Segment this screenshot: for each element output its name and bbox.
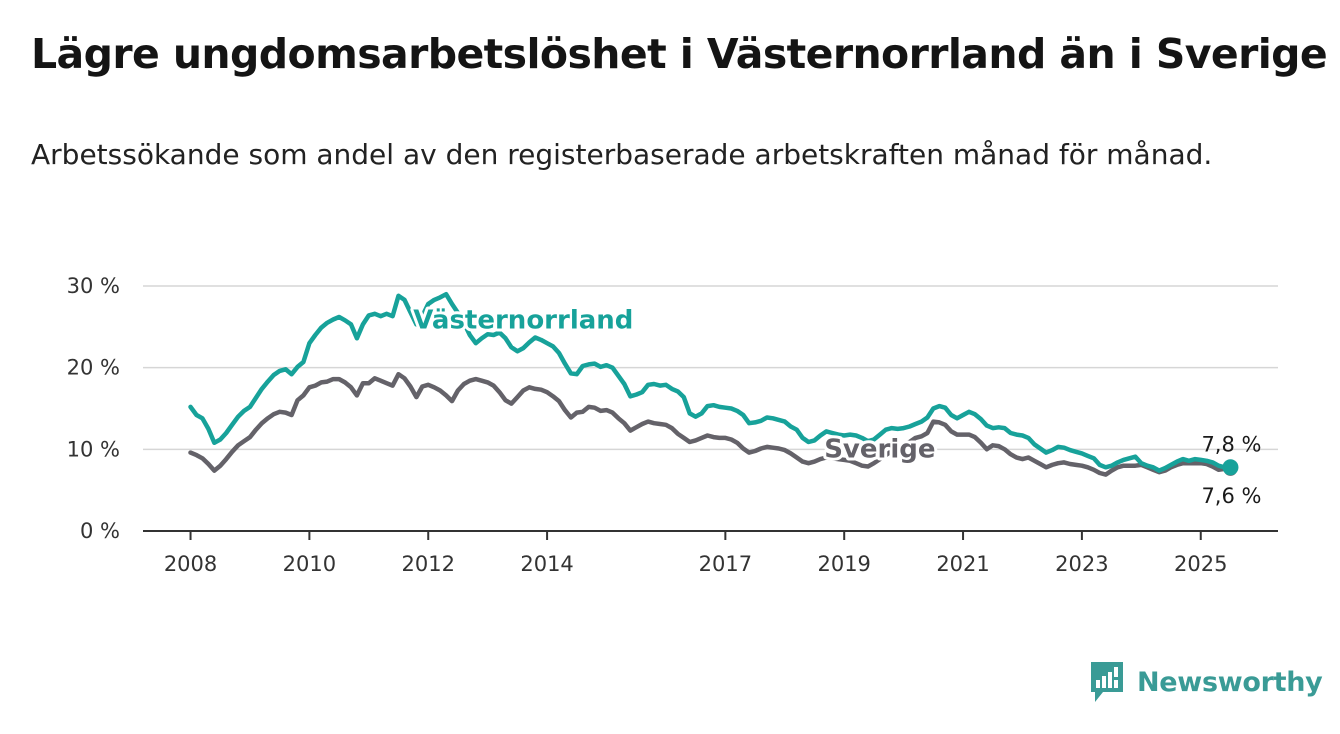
x-tick-label: 2019 bbox=[817, 552, 870, 576]
x-tick-label: 2021 bbox=[936, 552, 989, 576]
x-tick-label: 2017 bbox=[699, 552, 752, 576]
grid-lines bbox=[143, 285, 1278, 451]
series-label-västernorrland: Västernorrland bbox=[413, 305, 633, 335]
y-tick-label: 0 % bbox=[80, 519, 120, 543]
series-line-västernorrland bbox=[188, 291, 1233, 473]
chart-title: Lägre ungdomsarbetslöshet i Västernorrla… bbox=[31, 30, 1328, 78]
y-tick-label: 10 % bbox=[67, 437, 120, 461]
x-tick-label: 2014 bbox=[520, 552, 573, 576]
line-chart: 0 % 10 % 20 % 30 % 2008 2010 2012 2014 2017 2019… bbox=[67, 274, 1278, 576]
series-line-sverige bbox=[188, 371, 1233, 477]
x-tick-label: 2023 bbox=[1055, 552, 1108, 576]
y-axis: 0 % 10 % 20 % 30 % bbox=[67, 274, 120, 543]
series-labels: Västernorrland Sverige bbox=[410, 302, 938, 467]
y-tick-label: 30 % bbox=[67, 274, 120, 298]
end-marker-vasternorrland bbox=[1222, 459, 1239, 476]
x-tick-label: 2025 bbox=[1174, 552, 1227, 576]
end-label-sverige: 7,6 % bbox=[1201, 484, 1261, 508]
x-tick-label: 2010 bbox=[283, 552, 336, 576]
x-tick-label: 2008 bbox=[164, 552, 217, 576]
series-label-sverige: Sverige bbox=[824, 435, 935, 465]
newsworthy-logo-icon bbox=[1091, 662, 1123, 702]
newsworthy-logo[interactable]: Newsworthy bbox=[1089, 660, 1323, 704]
chart-subtitle: Arbetssökande som andel av den registerb… bbox=[31, 138, 1213, 171]
end-markers: 7,8 % 7,6 % bbox=[1201, 432, 1261, 508]
x-axis: 2008 2010 2012 2014 2017 2019 2021 2023 2025 bbox=[143, 530, 1278, 576]
y-tick-label: 20 % bbox=[67, 356, 120, 380]
series-lines bbox=[188, 291, 1233, 477]
end-label-vasternorrland: 7,8 % bbox=[1201, 432, 1261, 456]
x-tick-label: 2012 bbox=[402, 552, 455, 576]
brand-name: Newsworthy bbox=[1137, 666, 1323, 698]
